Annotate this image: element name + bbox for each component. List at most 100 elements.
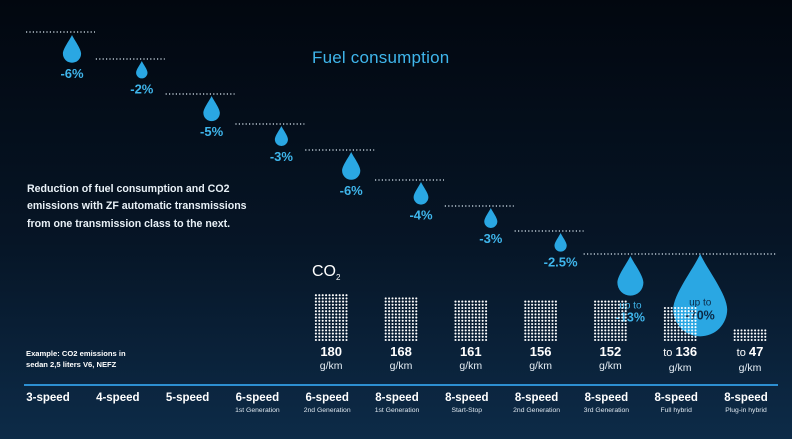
co2-value-label: 161 g/km <box>436 344 506 373</box>
co2-dot <box>328 313 331 316</box>
co2-dot <box>624 338 627 342</box>
co2-value: to 47 <box>736 344 764 359</box>
co2-dot <box>474 338 477 342</box>
co2-dot <box>398 313 401 316</box>
co2-dot <box>478 319 481 322</box>
co2-dot <box>411 310 414 313</box>
category-name: 5-speed <box>165 392 210 404</box>
co2-dot <box>464 332 467 335</box>
co2-dot <box>754 335 757 338</box>
co2-dot <box>471 303 474 306</box>
co2-dot <box>524 306 527 310</box>
co2-dot <box>314 329 317 332</box>
co2-dot <box>614 338 617 342</box>
co2-dot <box>454 313 457 316</box>
co2-dot <box>544 310 547 313</box>
co2-dot <box>524 329 527 332</box>
co2-dot <box>474 313 477 316</box>
co2-dot <box>548 306 551 310</box>
co2-dot <box>597 338 600 342</box>
co2-dot <box>345 303 348 306</box>
co2-dot <box>687 338 690 342</box>
co2-dot <box>345 297 348 300</box>
co2-dot <box>485 313 488 316</box>
co2-dot <box>481 338 484 342</box>
fuel-drop-icon <box>274 126 288 146</box>
co2-dot <box>534 335 537 338</box>
co2-dot <box>600 332 603 335</box>
co2-dot <box>527 322 530 326</box>
co2-dot <box>331 316 334 319</box>
co2-dot <box>335 316 338 319</box>
co2-dot <box>663 335 666 338</box>
co2-dot <box>345 310 348 313</box>
co2-dot <box>594 306 597 310</box>
co2-dot <box>464 300 467 303</box>
co2-dot <box>481 313 484 316</box>
category-subtitle: 2nd Generation <box>513 407 561 414</box>
co2-dot <box>740 329 743 332</box>
co2-dot <box>338 297 341 300</box>
co2-dot <box>600 306 603 310</box>
co2-dot <box>394 297 397 300</box>
co2-dot <box>677 316 680 319</box>
co2-dot <box>527 326 530 329</box>
co2-dot <box>474 335 477 338</box>
co2-dot <box>743 332 746 335</box>
co2-dot <box>342 300 345 303</box>
co2-dot <box>594 329 597 332</box>
co2-dot <box>524 319 527 322</box>
co2-dot <box>454 332 457 335</box>
co2-dot <box>471 326 474 329</box>
co2-dot <box>531 300 534 303</box>
co2-dot <box>478 303 481 306</box>
co2-dot <box>328 306 331 310</box>
co2-dot <box>667 329 670 332</box>
category-subtitle: Plug-in hybrid <box>725 407 767 414</box>
co2-dot <box>537 338 540 342</box>
co2-dot <box>597 313 600 316</box>
co2-dot <box>694 326 697 329</box>
co2-dot <box>537 316 540 319</box>
co2-dot <box>345 313 348 316</box>
co2-dot <box>338 306 341 310</box>
co2-dot <box>548 329 551 332</box>
co2-dot <box>597 322 600 326</box>
co2-dot <box>680 310 683 313</box>
co2-dot <box>554 322 557 326</box>
co2-dot <box>621 310 624 313</box>
co2-dot <box>388 300 391 303</box>
co2-dot <box>325 326 328 329</box>
co2-dot <box>691 329 694 332</box>
co2-dot <box>464 306 467 310</box>
co2-dot <box>541 332 544 335</box>
co2-dot <box>534 329 537 332</box>
co2-dot <box>345 338 348 342</box>
co2-dot <box>611 319 614 322</box>
co2-dot <box>674 335 677 338</box>
co2-dot <box>454 338 457 342</box>
co2-dot <box>677 332 680 335</box>
co2-dot <box>408 329 411 332</box>
co2-dot <box>321 335 324 338</box>
co2-dot <box>338 332 341 335</box>
co2-dot <box>554 338 557 342</box>
co2-dot <box>338 316 341 319</box>
co2-dot <box>461 306 464 310</box>
co2-dot <box>531 306 534 310</box>
co2-dot <box>325 313 328 316</box>
co2-dot-matrix <box>733 329 767 342</box>
co2-dot <box>345 319 348 322</box>
co2-dot <box>551 303 554 306</box>
co2-dot <box>335 322 338 326</box>
co2-dot <box>405 297 408 300</box>
co2-dot <box>401 335 404 338</box>
co2-unit: g/km <box>529 360 552 372</box>
co2-dot <box>667 335 670 338</box>
co2-dot <box>388 297 391 300</box>
co2-dot <box>391 332 394 335</box>
co2-dot <box>624 300 627 303</box>
co2-dot <box>398 326 401 329</box>
co2-dot <box>694 313 697 316</box>
co2-dot <box>321 329 324 332</box>
